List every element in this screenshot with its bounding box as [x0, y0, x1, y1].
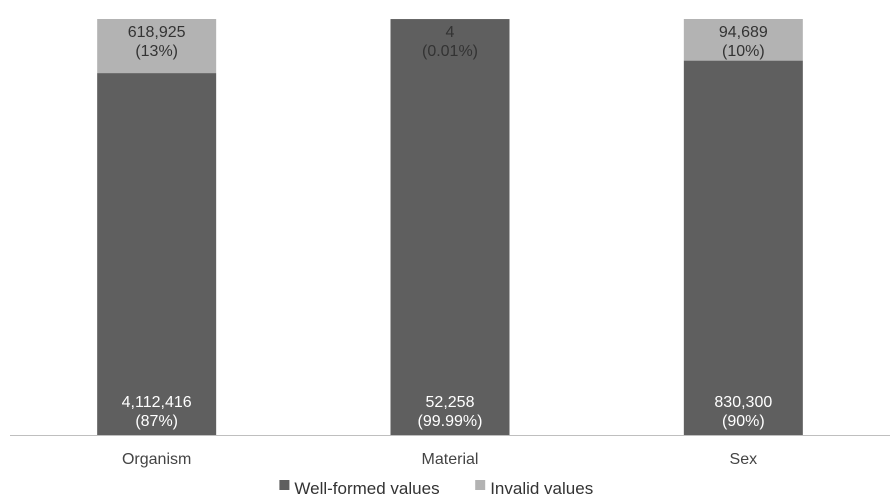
percent-label-material-invalid-values: (0.01%): [422, 43, 478, 60]
legend-swatch-well-formed-values: [279, 480, 289, 490]
percent-label-organism-well-formed-values: (87%): [135, 413, 178, 430]
legend-label-well-formed-values: Well-formed values: [294, 479, 439, 497]
data-label-organism-well-formed-values: 4,112,416: [122, 394, 192, 411]
category-label-organism: Organism: [122, 451, 191, 468]
bar-organism-well-formed-values: [97, 73, 216, 435]
percent-label-sex-invalid-values: (10%): [722, 43, 765, 60]
percent-label-sex-well-formed-values: (90%): [722, 413, 765, 430]
data-label-sex-invalid-values: 94,689: [719, 24, 768, 41]
data-label-material-well-formed-values: 52,258: [426, 394, 475, 411]
data-label-organism-invalid-values: 618,925: [128, 24, 186, 41]
legend-label-invalid-values: Invalid values: [490, 479, 593, 497]
data-label-material-invalid-values: 4: [446, 24, 455, 41]
data-label-sex-well-formed-values: 830,300: [714, 394, 772, 411]
percent-label-material-well-formed-values: (99.99%): [418, 413, 483, 430]
bar-material-well-formed-values: [391, 19, 510, 435]
legend-swatch-invalid-values: [475, 480, 485, 490]
percent-label-organism-invalid-values: (13%): [135, 43, 178, 60]
category-label-sex: Sex: [730, 451, 758, 468]
bar-sex-well-formed-values: [684, 61, 803, 435]
category-label-material: Material: [422, 451, 479, 468]
